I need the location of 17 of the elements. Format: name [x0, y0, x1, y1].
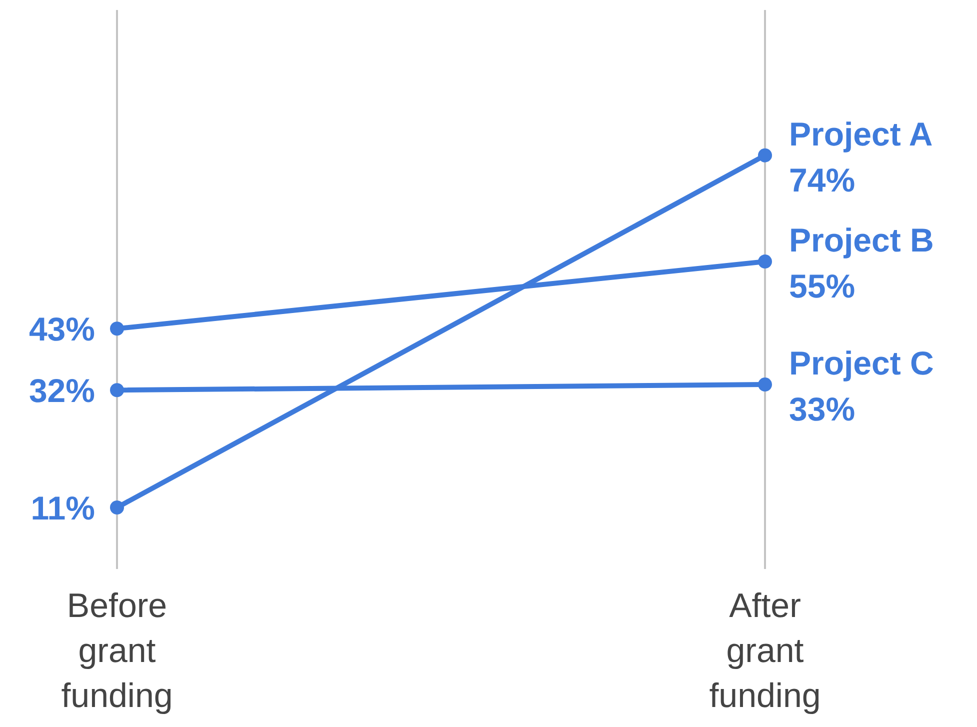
data-label: 32%: [28, 372, 95, 410]
x-tick-label: After grant funding: [709, 587, 821, 715]
point: [758, 378, 772, 392]
data-label: 74%: [789, 161, 856, 198]
point: [110, 383, 124, 398]
data-label: 33%: [789, 390, 856, 428]
point: [110, 322, 124, 336]
data-label: 11%: [30, 490, 95, 527]
point: [110, 500, 124, 515]
point: [758, 148, 772, 162]
data-label: 55%: [789, 268, 856, 305]
series-label: Project A: [789, 115, 933, 152]
data-label: 43%: [28, 310, 95, 348]
series-label: Project C: [789, 344, 934, 382]
x-tick-label: Before grant funding: [61, 587, 173, 715]
series-label: Project B: [789, 222, 934, 259]
point: [758, 254, 772, 269]
